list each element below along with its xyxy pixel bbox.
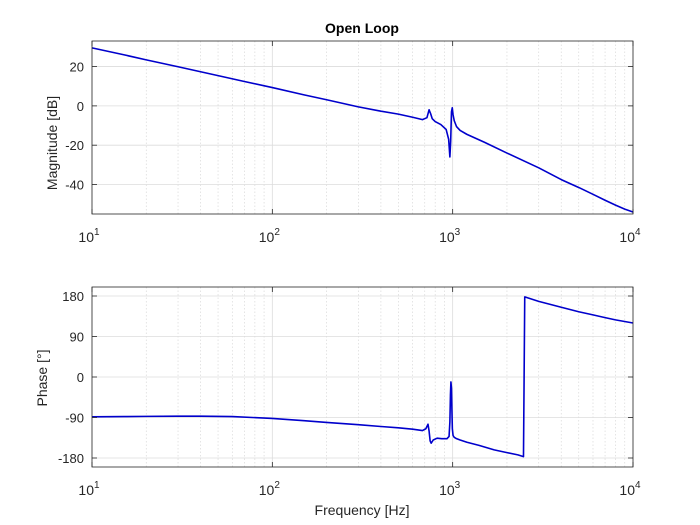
magnitude-y-tick-label: 20 bbox=[70, 60, 84, 75]
phase-y-tick-label: -90 bbox=[65, 411, 84, 426]
magnitude-axes-frame bbox=[91, 40, 634, 215]
magnitude-x-tick-label: 102 bbox=[259, 227, 281, 245]
magnitude-ylabel: Magnitude [dB] bbox=[44, 96, 60, 190]
magnitude-plot: Open Loop Magnitude [dB] 101 102 103 104200… bbox=[44, 20, 641, 245]
x-tick-base: 10 bbox=[439, 482, 455, 498]
x-tick-exponent: 2 bbox=[274, 227, 280, 238]
x-tick-base: 10 bbox=[619, 229, 635, 245]
x-tick-base: 10 bbox=[259, 229, 275, 245]
x-tick-exponent: 1 bbox=[94, 227, 100, 238]
x-tick-exponent: 3 bbox=[455, 480, 461, 491]
phase-plot: Phase [°] Frequency [Hz] 101 102 103 104180… bbox=[34, 286, 641, 518]
phase-series-line bbox=[91, 296, 634, 458]
x-tick-exponent: 1 bbox=[94, 480, 100, 491]
magnitude-title: Open Loop bbox=[325, 20, 399, 36]
phase-x-tick-label: 102 bbox=[259, 480, 281, 498]
magnitude-x-tick-label: 104 bbox=[619, 227, 641, 245]
x-tick-base: 10 bbox=[259, 482, 275, 498]
magnitude-series-line bbox=[91, 47, 634, 213]
phase-ylabel: Phase [°] bbox=[34, 350, 50, 407]
x-tick-base: 10 bbox=[78, 229, 94, 245]
magnitude-y-tick-label: -20 bbox=[65, 138, 84, 153]
x-tick-exponent: 4 bbox=[635, 480, 641, 491]
magnitude-y-tick-label: 0 bbox=[77, 99, 84, 114]
x-tick-base: 10 bbox=[439, 229, 455, 245]
magnitude-x-tick-label: 103 bbox=[439, 227, 461, 245]
phase-y-tick-label: 180 bbox=[62, 289, 84, 304]
magnitude-axes-area bbox=[92, 41, 633, 214]
phase-y-tick-label: 90 bbox=[70, 330, 84, 345]
x-tick-exponent: 4 bbox=[635, 227, 641, 238]
x-tick-base: 10 bbox=[78, 482, 94, 498]
magnitude-y-tick-label: -40 bbox=[65, 178, 84, 193]
phase-y-tick-label: 0 bbox=[77, 370, 84, 385]
phase-x-tick-label: 103 bbox=[439, 480, 461, 498]
phase-y-tick-label: -180 bbox=[58, 451, 84, 466]
x-tick-exponent: 2 bbox=[274, 480, 280, 491]
x-tick-base: 10 bbox=[619, 482, 635, 498]
magnitude-x-tick-label: 101 bbox=[78, 227, 100, 245]
phase-x-tick-label: 104 bbox=[619, 480, 641, 498]
x-tick-exponent: 3 bbox=[455, 227, 461, 238]
phase-xlabel: Frequency [Hz] bbox=[315, 502, 410, 518]
phase-x-tick-label: 101 bbox=[78, 480, 100, 498]
